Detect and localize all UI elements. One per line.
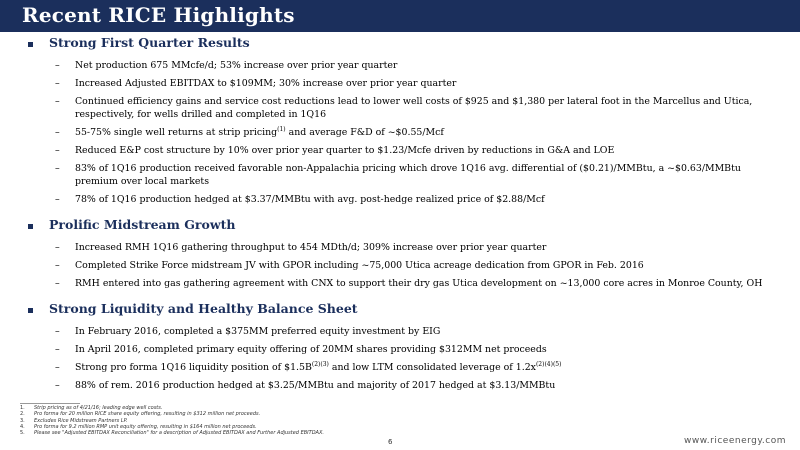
dash-marker: – — [55, 78, 60, 89]
footnote: 2. Pro forma for 20 million RICE share eq… — [20, 411, 324, 417]
section-header: Strong Liquidity and Healthy Balance She… — [0, 300, 800, 320]
bullet-text: In February 2016, completed a $375MM pre… — [75, 326, 441, 337]
dash-marker: – — [55, 278, 60, 289]
website-link[interactable]: www.riceenergy.com — [684, 436, 786, 446]
bullet-text: Net production 675 MMcfe/d; 53% increase… — [75, 60, 398, 71]
footnote-number: 4. — [20, 423, 25, 430]
footnote-text: Excludes Rice Midstream Partners LP. — [34, 417, 128, 424]
footnote-number: 5. — [20, 430, 25, 437]
square-bullet-icon — [28, 42, 33, 47]
bullet-item: – 83% of 1Q16 production received favorab… — [0, 162, 800, 188]
bullet-item: – RMH entered into gas gathering agreemen… — [0, 277, 800, 290]
title-bar: Recent RICE Highlights — [0, 0, 800, 32]
footnote-divider — [20, 403, 80, 404]
bullet-text: and average F&D of ~$0.55/Mcf — [285, 127, 444, 138]
bullet-text: 88% of rem. 2016 production hedged at $3… — [75, 380, 556, 391]
section-title: Prolific Midstream Growth — [49, 217, 236, 232]
footnote-number: 2. — [20, 411, 25, 418]
section-title: Strong First Quarter Results — [49, 35, 250, 50]
footnote: 3. Excludes Rice Midstream Partners LP. — [20, 418, 324, 424]
bullet-item: – 88% of rem. 2016 production hedged at $… — [0, 379, 800, 392]
bullet-text: 55-75% single well returns at strip pric… — [75, 127, 278, 138]
bullet-item: – 55-75% single well returns at strip pri… — [0, 126, 800, 139]
footnotes: 1. Strip pricing as of 4/21/16; leading e… — [20, 405, 324, 436]
footnote: 4. Pro forma for 9.2 million RMP unit equ… — [20, 424, 324, 430]
bullet-text: and low LTM consolidated leverage of 1.2… — [328, 362, 536, 373]
footnote-ref: (2)(3) — [311, 360, 329, 368]
dash-marker: – — [55, 194, 60, 205]
bullet-item: – Completed Strike Force midstream JV wit… — [0, 259, 800, 272]
highlights-content: Strong First Quarter Results – Net product… — [0, 34, 800, 392]
dash-marker: – — [55, 260, 60, 271]
section-title: Strong Liquidity and Healthy Balance She… — [49, 301, 358, 316]
section: Prolific Midstream Growth – Increased RMH … — [0, 216, 800, 290]
bullet-item: – Continued efficiency gains and service … — [0, 95, 800, 121]
footnote-text: Please see "Adjusted EBITDAX Reconciliat… — [34, 430, 324, 437]
dash-marker: – — [55, 326, 60, 337]
dash-marker: – — [55, 362, 60, 373]
bullet-text: Completed Strike Force midstream JV with… — [75, 260, 644, 271]
bullet-text: 78% of 1Q16 production hedged at $3.37/M… — [75, 194, 545, 205]
footnote-ref: (1) — [277, 125, 286, 133]
footnote-number: 1. — [20, 405, 25, 411]
page-title: Recent RICE Highlights — [22, 3, 295, 27]
bullet-item: – In April 2016, completed primary equity… — [0, 343, 800, 356]
footnote-number: 3. — [20, 417, 25, 424]
dash-marker: – — [55, 242, 60, 253]
footnote-text: Pro forma for 20 million RICE share equi… — [34, 411, 261, 418]
section: Strong Liquidity and Healthy Balance She… — [0, 300, 800, 392]
bullet-text: In April 2016, completed primary equity … — [75, 344, 547, 355]
footnote: 5. Please see "Adjusted EBITDAX Reconcili… — [20, 430, 324, 436]
footnote-ref: (2)(4)(5) — [535, 360, 562, 368]
dash-marker: – — [55, 163, 60, 174]
square-bullet-icon — [28, 308, 33, 313]
dash-marker: – — [55, 96, 60, 107]
bullet-item: – Strong pro forma 1Q16 liquidity positio… — [0, 361, 800, 374]
bullet-item: – Reduced E&P cost structure by 10% over … — [0, 144, 800, 157]
section-header: Prolific Midstream Growth — [0, 216, 800, 236]
dash-marker: – — [55, 127, 60, 138]
square-bullet-icon — [28, 224, 33, 229]
bullet-text: RMH entered into gas gathering agreement… — [75, 278, 763, 289]
bullet-text: Continued efficiency gains and service c… — [75, 96, 753, 120]
bullet-item: – Net production 675 MMcfe/d; 53% increas… — [0, 59, 800, 72]
dash-marker: – — [55, 380, 60, 391]
bullet-item: – Increased RMH 1Q16 gathering throughput… — [0, 241, 800, 254]
bullet-text: Increased RMH 1Q16 gathering throughput … — [75, 242, 547, 253]
bullet-text: Reduced E&P cost structure by 10% over p… — [75, 145, 615, 156]
dash-marker: – — [55, 344, 60, 355]
bullet-item: – Increased Adjusted EBITDAX to $109MM; 3… — [0, 77, 800, 90]
footnote-text: Strip pricing as of 4/21/16; leading edg… — [34, 405, 163, 411]
bullet-item: – In February 2016, completed a $375MM pr… — [0, 325, 800, 338]
dash-marker: – — [55, 145, 60, 156]
section: Strong First Quarter Results – Net product… — [0, 34, 800, 206]
bullet-text: Increased Adjusted EBITDAX to $109MM; 30… — [75, 78, 457, 89]
dash-marker: – — [55, 60, 60, 71]
section-header: Strong First Quarter Results — [0, 34, 800, 54]
footnote-text: Pro forma for 9.2 million RMP unit equit… — [34, 423, 257, 430]
bullet-text: Strong pro forma 1Q16 liquidity position… — [75, 362, 312, 373]
page-number: 6 — [388, 438, 393, 446]
footnote: 1. Strip pricing as of 4/21/16; leading e… — [20, 405, 324, 411]
bullet-text: 83% of 1Q16 production received favorabl… — [75, 163, 741, 187]
bullet-item: – 78% of 1Q16 production hedged at $3.37/… — [0, 193, 800, 206]
